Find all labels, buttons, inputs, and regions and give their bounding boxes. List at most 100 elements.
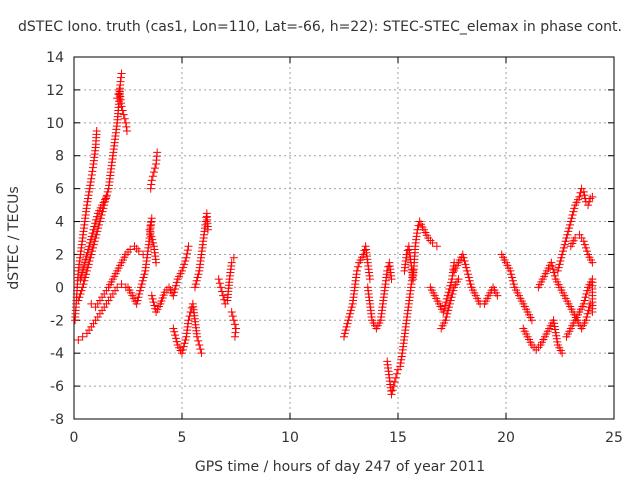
data-point — [146, 184, 155, 193]
data-point — [117, 280, 126, 289]
data-point — [346, 306, 355, 315]
data-point — [441, 301, 450, 310]
data-point — [582, 312, 591, 321]
data-point — [508, 276, 517, 285]
data-point — [462, 263, 471, 272]
data-point — [132, 299, 141, 308]
data-point — [565, 220, 574, 229]
y-tick-label: 0 — [55, 280, 64, 296]
data-point — [85, 184, 94, 193]
data-point — [180, 260, 189, 269]
data-point — [559, 243, 568, 252]
data-point — [227, 308, 236, 317]
data-point — [89, 243, 98, 252]
data-point — [396, 362, 405, 371]
data-point — [88, 167, 97, 176]
data-point — [93, 227, 102, 236]
data-point — [81, 273, 90, 282]
data-point — [113, 283, 122, 292]
data-point — [178, 266, 186, 275]
data-point — [134, 247, 143, 256]
data-point — [583, 309, 592, 318]
data-point — [442, 312, 451, 321]
data-point — [181, 336, 190, 345]
data-point — [77, 271, 86, 280]
data-point — [93, 299, 102, 308]
data-point — [111, 286, 120, 295]
plot-frame — [73, 56, 615, 420]
data-point — [230, 332, 239, 341]
data-point — [116, 77, 125, 86]
data-point — [580, 191, 589, 200]
data-point — [118, 106, 127, 115]
data-point — [122, 122, 131, 131]
data-point — [179, 342, 188, 351]
data-point — [555, 260, 564, 269]
data-point — [120, 114, 129, 123]
data-point — [138, 276, 147, 285]
data-point — [508, 273, 517, 282]
data-point — [148, 172, 157, 181]
data-point — [575, 192, 584, 201]
data-point — [577, 184, 586, 193]
data-point — [194, 270, 203, 279]
data-point — [201, 217, 210, 226]
data-point — [527, 316, 536, 325]
data-point — [463, 266, 472, 275]
data-point — [91, 316, 100, 325]
data-point — [102, 299, 111, 308]
data-point — [139, 273, 148, 282]
data-point — [396, 359, 405, 368]
data-point — [84, 245, 93, 254]
data-point — [83, 197, 92, 206]
data-point — [440, 304, 449, 313]
x-tick-label: 15 — [389, 430, 407, 446]
data-point — [194, 336, 203, 345]
data-point — [102, 286, 111, 295]
data-point — [454, 275, 463, 284]
data-point — [178, 345, 187, 354]
data-point — [397, 355, 406, 364]
data-point — [151, 164, 159, 173]
data-point — [231, 328, 240, 337]
data-point — [227, 258, 236, 267]
data-point — [443, 309, 452, 318]
data-point — [442, 294, 451, 303]
data-point — [581, 316, 590, 325]
data-point — [80, 258, 89, 267]
data-point — [84, 191, 93, 200]
data-point — [86, 235, 95, 244]
x-tick-label: 25 — [605, 430, 623, 446]
data-point — [148, 294, 157, 303]
data-point — [446, 281, 455, 290]
data-point — [172, 337, 181, 346]
data-point — [82, 201, 91, 210]
data-point — [91, 219, 100, 228]
data-point — [147, 214, 156, 223]
data-point — [95, 217, 104, 226]
data-point — [126, 245, 135, 254]
data-point — [86, 253, 95, 262]
data-point — [82, 266, 91, 275]
data-point — [147, 176, 156, 185]
data-point — [444, 306, 453, 315]
data-point — [581, 293, 590, 302]
data-point — [81, 255, 90, 264]
data-point — [149, 168, 158, 177]
data-point — [389, 382, 398, 391]
data-point — [149, 238, 158, 247]
data-point — [145, 225, 154, 234]
data-point — [441, 298, 450, 307]
data-point — [79, 265, 88, 274]
data-point — [88, 247, 97, 256]
data-point — [95, 296, 104, 305]
data-point — [104, 296, 113, 305]
data-point — [569, 207, 578, 216]
data-point — [553, 266, 562, 275]
data-point — [564, 227, 573, 236]
data-point — [397, 352, 406, 361]
data-point — [354, 262, 363, 271]
y-tick-label: 12 — [46, 83, 64, 99]
data-point — [547, 258, 556, 267]
data-point — [391, 373, 400, 382]
